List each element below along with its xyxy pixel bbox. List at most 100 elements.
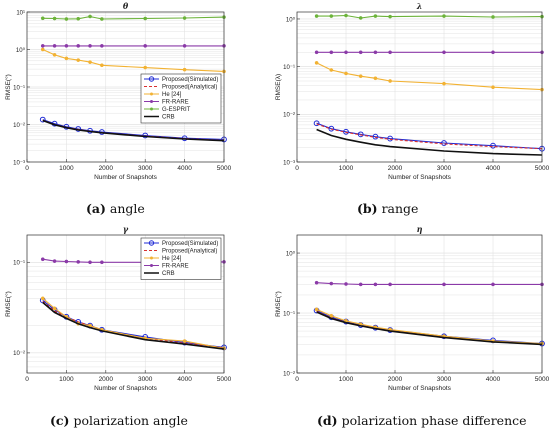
x-tick-label: 2000 — [388, 376, 403, 383]
legend-marker-he — [150, 92, 153, 96]
y-tick-label: 10⁻² — [283, 113, 295, 119]
y-tick-label: 10⁻² — [13, 351, 25, 357]
caption-d-tag: (d) — [317, 413, 338, 428]
y-tick-label: 10⁻³ — [13, 160, 25, 166]
chart-title: λ — [416, 1, 423, 11]
legend-label-proposed_ana: Proposed(Analytical) — [162, 249, 217, 255]
y-tick-label: 10⁻¹ — [283, 311, 295, 317]
data-point-frrare — [64, 259, 69, 264]
y-tick-label: 10⁰ — [16, 47, 26, 54]
data-point-frrare — [314, 50, 319, 55]
y-tick-label: 10⁻¹ — [13, 261, 25, 267]
y-tick-label: 10⁰ — [286, 250, 296, 257]
x-tick-label: 4000 — [177, 165, 192, 172]
legend-box — [140, 73, 222, 124]
plot-area — [297, 235, 542, 373]
y-tick-label: 10⁻² — [13, 123, 25, 129]
data-point-frrare — [344, 50, 348, 55]
data-point-frrare — [88, 44, 92, 48]
data-point-gesprit — [442, 14, 446, 18]
data-point-proposed_sim — [39, 116, 46, 123]
chart-title: θ — [123, 1, 129, 11]
y-tick-label: 10⁻² — [283, 371, 295, 377]
x-tick-label: 5000 — [535, 376, 550, 383]
y-axis-label: RMSE(°) — [4, 74, 12, 100]
data-point-frrare — [88, 260, 92, 265]
legend-label-proposed_sim: Proposed(Simulated) — [162, 241, 218, 247]
data-point-gesprit — [100, 17, 104, 21]
legend: Proposed(Simulated) Proposed(Analytical)H… — [140, 73, 222, 124]
data-point-he — [388, 79, 392, 83]
x-tick-label: 3000 — [138, 165, 153, 172]
data-point-proposed_sim — [313, 120, 320, 127]
data-point-frrare — [442, 282, 446, 287]
data-point-frrare — [388, 282, 392, 287]
x-tick-label: 5000 — [535, 165, 550, 172]
y-tick-label: 10¹ — [16, 10, 25, 16]
data-point-he — [64, 56, 69, 61]
axes-frame — [296, 234, 543, 374]
legend-marker-frrare — [150, 100, 153, 103]
y-tick-label: 10⁰ — [286, 16, 296, 23]
legend-label-crb: CRB — [162, 271, 175, 277]
data-point-he — [344, 71, 348, 76]
caption-c-text: polarization angle — [73, 413, 188, 428]
x-tick-label: 2000 — [388, 165, 403, 172]
x-tick-label: 1000 — [339, 376, 354, 383]
y-axis-label: RMSE(°) — [274, 291, 282, 317]
data-point-gesprit — [329, 14, 334, 18]
data-point-gesprit — [182, 16, 187, 20]
data-point-frrare — [373, 282, 378, 287]
y-tick-label: 10⁻¹ — [13, 85, 25, 91]
data-point-proposed_sim — [328, 125, 335, 132]
data-point-gesprit — [88, 14, 92, 19]
axes-frame — [296, 11, 543, 163]
x-tick-label: 0 — [295, 376, 299, 383]
x-tick-label: 4000 — [177, 376, 192, 383]
legend-label-crb: CRB — [162, 115, 175, 121]
data-point-frrare — [182, 44, 187, 48]
caption-b-text: range — [381, 201, 419, 216]
y-axis-label: RMSE(°) — [4, 291, 12, 317]
x-axis-label: Number of Snapshots — [388, 174, 452, 181]
data-point-he — [358, 74, 363, 79]
legend-marker-proposed_sim — [148, 76, 155, 82]
data-point-he — [373, 76, 378, 81]
data-point-gesprit — [40, 16, 45, 21]
data-point-proposed_sim — [343, 128, 349, 135]
data-point-he — [40, 47, 45, 52]
data-point-he — [182, 67, 187, 72]
x-tick-label: 0 — [295, 165, 299, 172]
legend-label-proposed_ana: Proposed(Analytical) — [162, 85, 217, 91]
data-point-he — [314, 307, 319, 312]
legend-marker-proposed_sim — [148, 240, 155, 246]
data-point-frrare — [52, 44, 57, 48]
y-tick-label: 10⁻¹ — [283, 65, 295, 71]
legend-label-proposed_sim: Proposed(Simulated) — [162, 77, 218, 83]
data-point-gesprit — [76, 16, 81, 21]
x-tick-label: 4000 — [486, 165, 501, 172]
data-point-frrare — [40, 257, 45, 262]
series-line-crb — [42, 301, 225, 350]
x-tick-label: 2000 — [99, 165, 114, 172]
data-point-proposed_sim — [441, 140, 447, 146]
x-tick-label: 1000 — [59, 376, 74, 383]
caption-a-text: angle — [109, 201, 145, 216]
axes-frame — [26, 234, 225, 374]
x-tick-label: 4000 — [486, 376, 501, 383]
data-point-frrare — [100, 44, 104, 48]
x-tick-label: 1000 — [59, 165, 74, 172]
data-point-he — [100, 63, 104, 68]
data-point-he — [76, 58, 81, 62]
caption-b-tag: (b) — [357, 201, 378, 216]
data-point-he — [329, 68, 334, 72]
data-point-frrare — [143, 44, 148, 48]
x-axis-label: Number of Snapshots — [94, 385, 158, 392]
chart-panel-theta: 0 1000 2000 3000 4000 5000 10⁻³ 10⁻² 10⁻¹ 10⁰ 10¹ θ… — [4, 1, 232, 181]
chart-panel-lambda: 0 1000 2000 3000 4000 5000 10⁻³ 10⁻² 10⁻¹ 10⁰ λ Num… — [275, 1, 550, 181]
legend-label-frrare: FR-RARE — [162, 264, 189, 270]
x-tick-label: 3000 — [138, 376, 153, 383]
data-point-frrare — [358, 50, 363, 55]
chart-panel-gamma: 0 1000 2000 3000 4000 5000 10⁻² 10⁻¹ γ Number of … — [4, 224, 232, 392]
